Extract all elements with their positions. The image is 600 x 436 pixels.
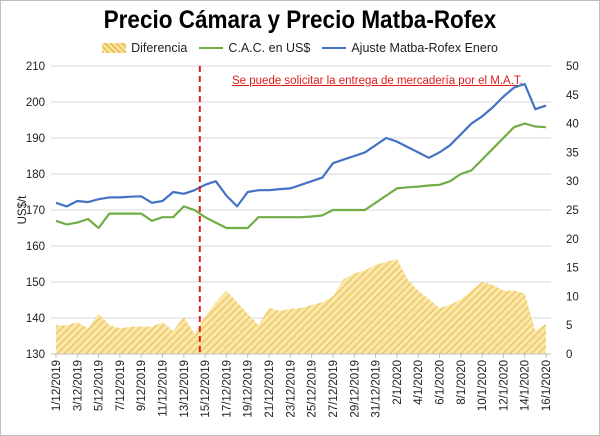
x-tick-label: 14/1/2020 <box>520 360 532 411</box>
delivery-annotation: Se puede solicitar la entrega de mercade… <box>232 75 523 87</box>
x-tick-label: 6/1/2020 <box>434 360 446 405</box>
legend-label-diferencia: Diferencia <box>131 41 188 55</box>
y2-tick-label: 15 <box>566 263 579 275</box>
x-tick-label: 7/12/2019 <box>115 360 127 411</box>
series-line-matba <box>55 82 547 208</box>
y-tick-label: 140 <box>26 313 45 325</box>
series-line-cac <box>55 122 547 230</box>
legend-label-matba: Ajuste Matba-Rofex Enero <box>351 41 498 55</box>
x-tick-label: 23/12/2019 <box>285 360 297 418</box>
y2-tick-label: 10 <box>566 291 579 303</box>
legend-swatch-matba <box>322 47 347 49</box>
y-tick-label: 180 <box>26 169 45 181</box>
y2-tick-label: 20 <box>566 234 579 246</box>
y-tick-label: 190 <box>26 133 45 145</box>
x-tick-label: 11/12/2019 <box>158 360 170 417</box>
legend: Diferencia C.A.C. en US$ Ajuste Matba-Ro… <box>0 41 600 55</box>
legend-label-cac: C.A.C. en US$ <box>228 41 311 55</box>
x-tick-label: 8/1/2020 <box>456 360 468 405</box>
y-tick-label: 200 <box>26 97 45 109</box>
x-tick-label: 16/1/2020 <box>541 360 553 411</box>
y2-tick-label: 30 <box>566 176 579 188</box>
x-tick-label: 27/12/2019 <box>328 360 340 418</box>
x-tick-label: 4/1/2020 <box>413 360 425 405</box>
y2-tick-label: 45 <box>566 90 579 102</box>
x-tick-label: 21/12/2019 <box>264 360 276 418</box>
x-tick-label: 15/12/2019 <box>200 360 212 418</box>
y2-tick-label: 35 <box>566 147 579 159</box>
y-axis-label: US$/t <box>17 195 29 225</box>
y-tick-label: 130 <box>26 349 45 361</box>
x-tick-label: 9/12/2019 <box>136 360 148 411</box>
y-tick-label: 210 <box>26 61 45 73</box>
x-tick-label: 19/12/2019 <box>243 360 255 418</box>
legend-item-cac: C.A.C. en US$ <box>199 41 310 55</box>
x-tick-label: 31/12/2019 <box>371 360 383 418</box>
legend-swatch-cac <box>199 47 224 49</box>
y-tick-label: 160 <box>26 241 45 253</box>
x-tick-label: 29/12/2019 <box>349 360 361 418</box>
x-tick-label: 3/12/2019 <box>72 360 84 411</box>
y2-tick-label: 0 <box>566 349 572 361</box>
y-tick-label: 150 <box>26 277 45 289</box>
legend-item-diferencia: Diferencia <box>102 41 187 55</box>
x-tick-label: 12/1/2020 <box>498 360 510 411</box>
x-tick-label: 10/1/2020 <box>477 360 489 411</box>
chart-title: Precio Cámara y Precio Matba-Rofex <box>103 6 497 34</box>
legend-swatch-diferencia <box>102 43 127 53</box>
x-tick-label: 5/12/2019 <box>94 360 106 411</box>
x-tick-label: 17/12/2019 <box>221 360 233 418</box>
series-area-diferencia <box>56 259 546 354</box>
legend-item-matba: Ajuste Matba-Rofex Enero <box>322 41 498 55</box>
x-tick-label: 13/12/2019 <box>179 360 191 418</box>
x-tick-label: 2/1/2020 <box>392 360 404 405</box>
y-tick-label: 170 <box>26 205 45 217</box>
y2-tick-label: 40 <box>566 119 579 131</box>
y2-tick-label: 25 <box>566 205 579 217</box>
x-tick-label: 1/12/2019 <box>51 360 63 411</box>
y2-tick-label: 50 <box>566 61 579 73</box>
x-tick-label: 25/12/2019 <box>307 360 319 418</box>
y2-tick-label: 5 <box>566 320 572 332</box>
